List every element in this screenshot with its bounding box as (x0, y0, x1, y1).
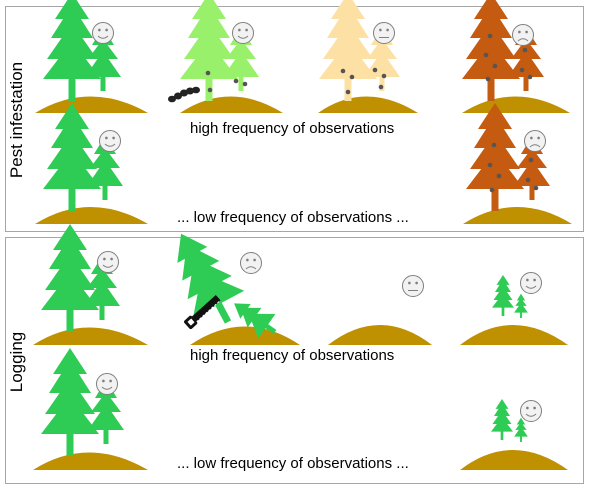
logging-low-frequency-caption: ... low frequency of observations ... (177, 455, 409, 472)
pest-low-scene-dead (463, 103, 572, 224)
pest-scene-healthy (35, 0, 148, 113)
pest-low-scene-healthy (35, 103, 148, 224)
logging-low-scene-regrowth (460, 398, 568, 470)
pest-high-frequency-caption: high frequency of observations (190, 120, 395, 137)
neutral-face-icon (402, 275, 424, 297)
smiley-icon (92, 22, 114, 44)
smiley-icon (232, 22, 254, 44)
pest-scene-early (168, 0, 283, 113)
pest-scene-mid (318, 0, 418, 113)
sad-face-icon (240, 252, 262, 274)
logging-scene-cutting (177, 233, 300, 345)
logging-scene-regrowth (460, 272, 568, 345)
smiley-icon (99, 130, 121, 152)
sad-face-icon (524, 130, 546, 152)
neutral-face-icon (373, 22, 395, 44)
sad-face-icon (512, 24, 534, 46)
logging-scene-healthy (33, 224, 148, 345)
pest-low-frequency-caption: ... low frequency of observations ... (177, 209, 409, 226)
smiley-icon (97, 251, 119, 273)
logging-scene-cleared (328, 275, 432, 345)
smiley-icon (520, 400, 542, 422)
pest-scene-dead (462, 0, 570, 113)
smiley-icon (520, 272, 542, 294)
smiley-icon (96, 373, 118, 395)
logging-high-frequency-caption: high frequency of observations (190, 347, 395, 364)
caterpillar-icon (168, 86, 200, 103)
logging-low-scene-healthy (33, 348, 148, 470)
